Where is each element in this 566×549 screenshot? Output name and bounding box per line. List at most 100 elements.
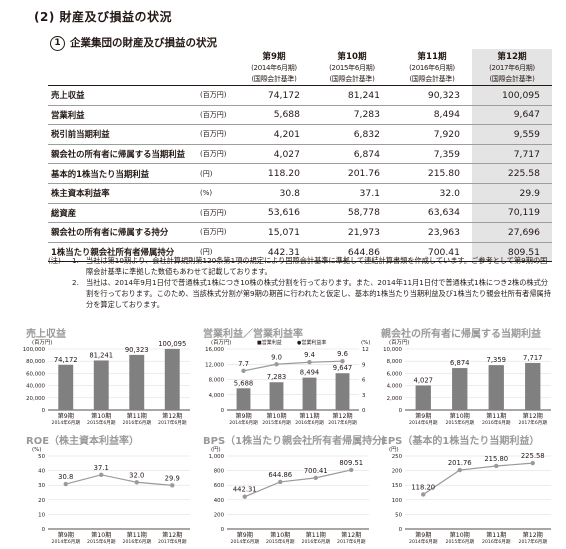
row-value: 63,634 [392, 203, 472, 224]
x-sub-label: 2016年6月期 [482, 538, 511, 545]
y-tick-label: 12,000 [205, 362, 224, 368]
data-label: 74,172 [54, 356, 78, 364]
x-tick-label: 第12期 [523, 531, 543, 539]
table-row: 営業利益 (百万円) 5,688 7,283 8,494 9,647 [48, 105, 552, 126]
line-point [63, 481, 68, 487]
data-label: 29.9 [165, 474, 180, 482]
x-sub-label: 2016年6月期 [482, 419, 511, 426]
x-sub-label: 2014年6月期 [409, 538, 438, 545]
table-row: 売上収益 (百万円) 74,172 81,241 90,323 100,095 [48, 85, 552, 106]
y-tick-label: 6,000 [387, 371, 403, 377]
row-value: 100,095 [472, 85, 552, 106]
bar [525, 362, 541, 410]
bar [452, 368, 468, 410]
x-tick-label: 第9期 [235, 412, 251, 420]
data-label: 7.7 [238, 360, 249, 368]
line-point [99, 472, 104, 478]
note-mark: (注) [48, 256, 61, 265]
x-sub-label: 2016年6月期 [123, 538, 152, 545]
x-sub-label: 2014年6月期 [229, 419, 258, 426]
y-tick-label: 400 [214, 498, 225, 504]
y-tick-label: 0 [399, 527, 403, 533]
y-tick-label: 20 [38, 498, 45, 504]
y-tick-label: 8,000 [387, 359, 403, 365]
operating-income-chart-svg: (百万円) 0 4,000 8,000 12,000 16,000 (%) 0 3 6 9 12 ■営業… [205, 339, 370, 426]
x-sub-label: 2015年6月期 [446, 538, 475, 545]
y-tick-label: 0 [221, 408, 225, 414]
section-title: (2) 財産及び損益の状況 [34, 10, 172, 24]
y-tick-label: 100,000 [23, 347, 46, 353]
row-unit: (百万円) [200, 203, 236, 224]
series-line [244, 469, 352, 498]
row-unit: (%) [200, 183, 236, 204]
line-point [340, 359, 345, 364]
y-tick-label: 200 [214, 512, 225, 518]
row-value: 90,323 [392, 85, 472, 106]
notes: (注) 1. 当社は第10期より、会社計算規則第120条第1項の規定により国際会… [48, 255, 554, 310]
row-value: 53,616 [236, 203, 312, 224]
table-row: 税引前当期利益 (百万円) 4,201 6,832 7,920 9,559 [48, 124, 552, 145]
row-value: 81,241 [312, 85, 392, 106]
row-value: 15,071 [236, 222, 312, 243]
y-tick-label: 4,000 [209, 393, 225, 399]
row-value: 7,283 [312, 105, 392, 126]
row-value: 6,832 [312, 124, 392, 145]
series-line [243, 360, 343, 372]
roe-chart: ROE（株主資本利益率） (%) 0 10 20 30 40 50 30.8 37.1 32.0 2… [26, 432, 198, 545]
data-label: 7,717 [523, 354, 542, 362]
x-tick-label: 第11期 [486, 412, 506, 420]
subsection-title-text: 企業集団の財産及び損益の状況 [70, 37, 217, 49]
table-row: 株主資本利益率 (%) 30.8 37.1 32.0 29.9 [48, 183, 552, 204]
x-sub-label: 2015年6月期 [266, 538, 295, 545]
line-point [313, 475, 318, 481]
bar [236, 388, 251, 410]
data-label: 9.6 [337, 350, 348, 358]
bar [488, 365, 504, 410]
y-tick-label-right: 6 [362, 378, 366, 384]
x-sub-label: 2017年6月期 [519, 419, 548, 426]
data-label: 700.41 [304, 467, 328, 475]
row-value: 74,172 [236, 85, 312, 106]
header-unit-blank [200, 49, 236, 86]
x-tick-label: 第12期 [332, 412, 352, 420]
x-tick-label: 第12期 [523, 412, 543, 420]
x-tick-label: 第11期 [306, 531, 326, 539]
y-tick-label: 600 [214, 483, 225, 489]
header-period-highlight: 第12期 (2017年6月期) (国際会計基準) [472, 49, 552, 86]
y-tick-label: 20,000 [26, 396, 45, 402]
x-tick-label: 第9期 [58, 531, 74, 539]
header-period: 第10期 (2015年6月期) (国際会計基準) [312, 49, 392, 86]
bps-chart-svg: (円) 0 200 400 600 800 1,000 442.31 644.86 700.41 8… [209, 446, 369, 545]
table-row: 1株当たり親会社所有者帰属持分 (円) 442.31 644.86 700.41 809.… [48, 242, 552, 263]
row-value: 21,973 [312, 222, 392, 243]
y-tick-label: 50 [395, 512, 402, 518]
line-point [274, 362, 279, 367]
eps-chart-svg: (円) 0 50 100 150 200 250 118.20 201.76 215.80 225.… [389, 446, 551, 545]
header-period: 第9期 (2014年6月期) (国際会計基準) [236, 49, 312, 86]
row-value: 809.51 [472, 242, 552, 263]
data-label: 81,241 [89, 351, 113, 359]
data-label: 9.0 [271, 353, 282, 361]
line-point [530, 460, 535, 466]
x-tick-label: 第11期 [486, 531, 506, 539]
row-label: 1株当たり親会社所有者帰属持分 [48, 242, 200, 263]
row-value: 6,874 [312, 144, 392, 165]
axis-unit: (%) [32, 447, 41, 453]
bar [164, 348, 180, 410]
row-unit: (百万円) [200, 144, 236, 165]
data-label: 6,874 [450, 359, 469, 367]
x-sub-label: 2014年6月期 [409, 419, 438, 426]
y-tick-label: 0 [42, 408, 46, 414]
y-tick-label-right: 3 [362, 393, 365, 399]
y-tick-label: 80,000 [26, 359, 45, 365]
line-point [241, 368, 246, 374]
row-value: 23,963 [392, 222, 472, 243]
y-tick-label: 50 [38, 454, 45, 460]
row-value: 30.8 [236, 183, 312, 204]
line-point [307, 360, 312, 365]
y-tick-label-right: 9 [362, 362, 366, 368]
row-value: 5,688 [236, 105, 312, 126]
series-line [65, 474, 173, 486]
row-unit: (百万円) [200, 85, 236, 106]
x-tick-label: 第11期 [127, 412, 147, 420]
